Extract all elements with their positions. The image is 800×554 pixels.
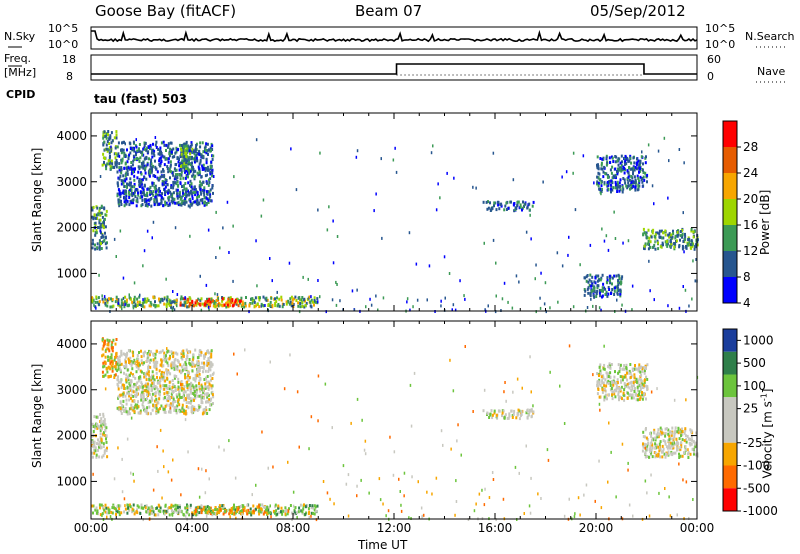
nave-tick-bottom: 0 bbox=[707, 70, 714, 83]
freq-tick-bottom: 8 bbox=[66, 70, 73, 83]
freq-unit-label: [MHz] bbox=[4, 66, 37, 79]
x-tick-label: 00:00 bbox=[680, 521, 715, 535]
colorbar-tick-label: 12 bbox=[743, 244, 758, 258]
y-tick-label: 4000 bbox=[56, 129, 87, 143]
colorbar-segment bbox=[723, 351, 737, 375]
nsearch-label: N.Search bbox=[745, 30, 795, 43]
colorbar-tick-label: 100 bbox=[743, 379, 766, 393]
colorbar-segment bbox=[723, 329, 737, 352]
echo-region bbox=[641, 426, 699, 459]
nave-tick-top: 60 bbox=[707, 53, 721, 66]
x-tick-label: 08:00 bbox=[276, 521, 311, 535]
x-tick-label: 16:00 bbox=[478, 521, 513, 535]
echo-region bbox=[116, 348, 215, 416]
colorbar-segment bbox=[723, 121, 737, 147]
colorbar-tick-label: -1000 bbox=[743, 504, 778, 518]
nsky-panel-frame bbox=[90, 26, 698, 50]
colorbar-tick-label: 1000 bbox=[743, 333, 774, 347]
colorbar-tick-label: -100 bbox=[743, 459, 770, 473]
colorbar-segment bbox=[723, 488, 737, 511]
colorbar-tick-label: 20 bbox=[743, 192, 758, 206]
colorbar-segment bbox=[723, 397, 737, 420]
colorbar-segment bbox=[723, 374, 737, 398]
echo-region bbox=[482, 408, 535, 421]
y-tick-label: 4000 bbox=[56, 337, 87, 351]
freq-label: Freq. bbox=[4, 52, 32, 65]
colorbar-segment bbox=[723, 251, 737, 277]
station-title: Goose Bay (fitACF) bbox=[95, 2, 237, 20]
colorbar-frame bbox=[722, 120, 738, 304]
colorbar-segment bbox=[723, 147, 737, 173]
echo-region bbox=[596, 154, 649, 194]
nsearch-tick-top: 10^5 bbox=[705, 22, 736, 35]
freq-panel-frame bbox=[90, 54, 698, 81]
nsky-tick-bottom: 10^0 bbox=[48, 38, 79, 51]
heatmap-background bbox=[91, 321, 697, 519]
echo-region bbox=[596, 362, 649, 402]
colorbar-frame bbox=[722, 328, 738, 512]
y-tick-label: 3000 bbox=[56, 175, 87, 189]
colorbar-segment bbox=[723, 442, 737, 466]
colorbar-segment bbox=[723, 199, 737, 225]
date-title: 05/Sep/2012 bbox=[590, 2, 686, 20]
scatter-echoes bbox=[93, 136, 698, 314]
echo-region bbox=[642, 227, 699, 251]
freq-line bbox=[91, 63, 697, 75]
colorbar-tick-label: 28 bbox=[743, 140, 758, 154]
colorbar-tick-label: 16 bbox=[743, 218, 758, 232]
x-tick-label: 00:00 bbox=[74, 521, 109, 535]
x-tick-label: 04:00 bbox=[175, 521, 210, 535]
y-tick-label: 1000 bbox=[56, 474, 87, 488]
colorbar-segment bbox=[723, 277, 737, 303]
y-tick-label: 2000 bbox=[56, 221, 87, 235]
echo-region bbox=[482, 200, 535, 213]
colorbar-tick-label: 500 bbox=[743, 356, 766, 370]
y-tick-label: 3000 bbox=[56, 383, 87, 397]
cpid-label: CPID bbox=[6, 88, 36, 101]
colorbar-tick-label: -25 bbox=[743, 436, 763, 450]
echo-region bbox=[116, 140, 215, 208]
colorbar-tick-label: 8 bbox=[743, 270, 751, 284]
x-tick-label: 20:00 bbox=[579, 521, 614, 535]
nsky-line bbox=[91, 29, 698, 43]
beam-title: Beam 07 bbox=[355, 2, 423, 20]
y-tick-label: 1000 bbox=[56, 266, 87, 280]
colorbar-segment bbox=[723, 420, 737, 443]
colorbar-tick-label: -500 bbox=[743, 481, 770, 495]
x-tick-label: 12:00 bbox=[377, 521, 412, 535]
nsky-label: N.Sky bbox=[4, 30, 36, 43]
echo-region bbox=[193, 505, 268, 516]
x-axis-label: Time UT bbox=[358, 538, 408, 552]
colorbar-segment bbox=[723, 465, 737, 489]
colorbar-tick-label: 25 bbox=[743, 402, 758, 416]
freq-tick-top: 18 bbox=[62, 53, 76, 66]
echo-region bbox=[179, 143, 194, 170]
colorbar-segment bbox=[723, 225, 737, 251]
y-tick-label: 2000 bbox=[56, 429, 87, 443]
colorbar-segment bbox=[723, 173, 737, 199]
nave-label: Nave bbox=[757, 65, 786, 78]
colorbar-tick-label: 4 bbox=[743, 296, 751, 310]
cpid-value: tau (fast) 503 bbox=[94, 92, 187, 106]
nsearch-tick-bottom: 10^0 bbox=[705, 38, 736, 51]
colorbar-tick-label: 24 bbox=[743, 166, 758, 180]
echo-region bbox=[91, 204, 108, 251]
echo-region bbox=[583, 273, 624, 299]
nsky-tick-top: 10^5 bbox=[48, 22, 79, 35]
